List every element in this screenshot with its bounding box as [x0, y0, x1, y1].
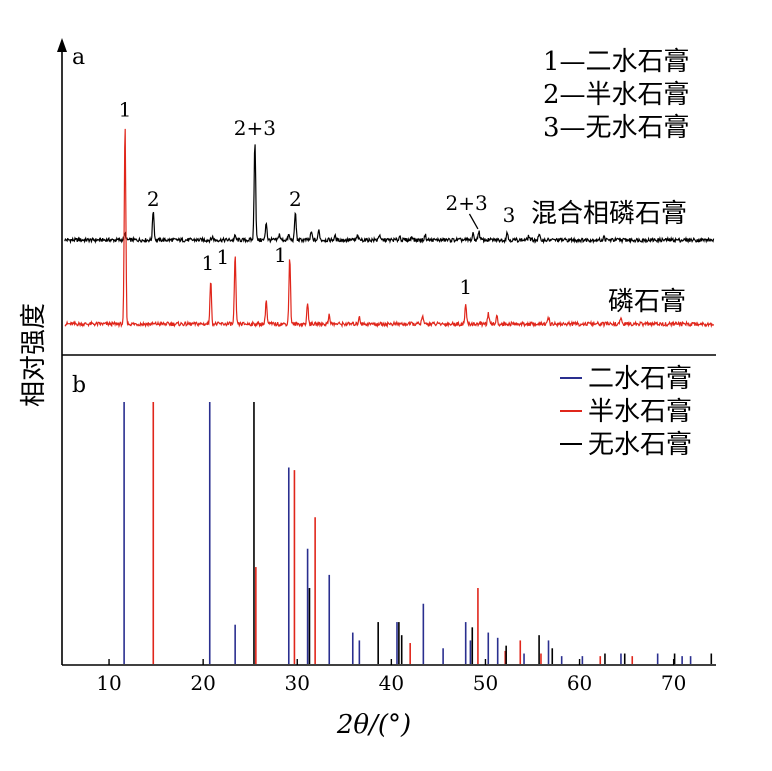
panel-b-plot	[123, 402, 713, 664]
panel-a-label: a	[72, 45, 85, 70]
peak-label: 1	[119, 98, 132, 122]
x-tick-label: 60	[567, 671, 592, 695]
legend-b: 二水石膏 半水石膏 无水石膏	[560, 364, 692, 460]
y-axis-arrow	[57, 38, 67, 52]
x-ticks: 10 20 30 40 50 60 70	[96, 659, 686, 695]
peak-label: 2+3	[446, 191, 488, 215]
x-tick-label: 30	[285, 671, 310, 695]
x-axis-title: 2θ/(°)	[336, 710, 411, 740]
panel-b-label: b	[72, 373, 86, 398]
x-tick-label: 50	[473, 671, 498, 695]
axes-frame	[57, 38, 716, 666]
x-tick-label: 10	[96, 671, 121, 695]
series-line-mixed-phosphogypsum	[64, 144, 715, 245]
x-tick-label: 40	[379, 671, 404, 695]
peak-label: 2	[289, 187, 302, 211]
peak-label: 1	[274, 243, 287, 267]
peak-label: 2	[147, 187, 160, 211]
legend-a-item-3: 3—无水石膏	[543, 113, 690, 143]
legend-b-item-dihydrate: 二水石膏	[588, 364, 692, 394]
legend-b-item-hemihydrate: 半水石膏	[588, 397, 692, 427]
legend-a-item-2: 2—半水石膏	[543, 80, 690, 110]
curve-label-phosphogypsum: 磷石膏	[608, 287, 686, 317]
peak-label-arrow	[468, 213, 479, 230]
legend-a: 1—二水石膏 2—半水石膏 3—无水石膏	[543, 47, 690, 143]
peak-label: 1	[217, 245, 230, 269]
peak-label: 2+3	[234, 116, 276, 140]
peak-label: 1	[459, 275, 472, 299]
x-tick-label: 20	[190, 671, 215, 695]
peak-label: 1	[201, 251, 214, 275]
curve-label-mixed-phosphogypsum: 混合相磷石膏	[531, 199, 687, 229]
legend-b-item-anhydrite: 无水石膏	[588, 430, 692, 460]
legend-a-item-1: 1—二水石膏	[543, 47, 690, 77]
peak-label: 3	[503, 203, 516, 227]
series-line-phosphogypsum	[64, 128, 715, 329]
y-axis-title: 相对强度	[19, 303, 49, 407]
x-tick-label: 70	[661, 671, 686, 695]
